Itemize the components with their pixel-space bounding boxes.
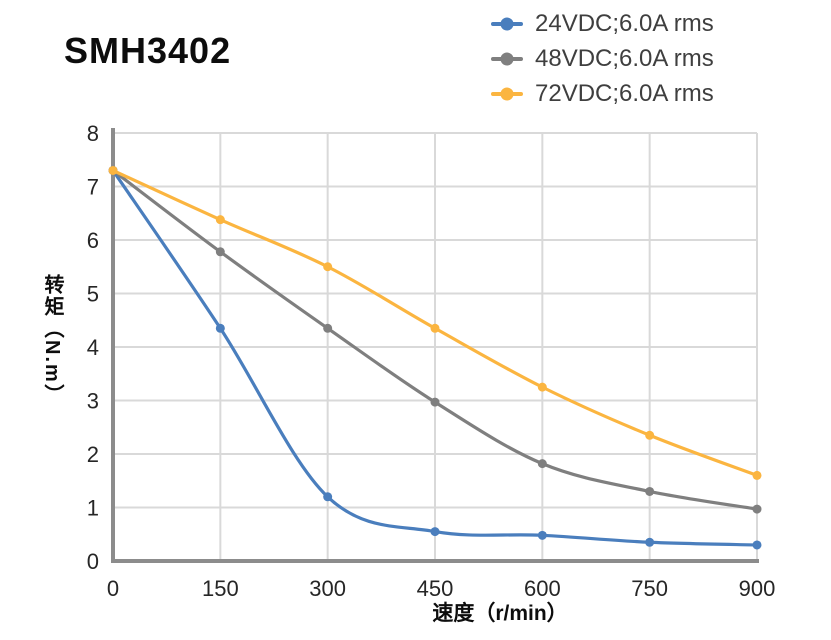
line-dot-marker-icon — [491, 51, 523, 67]
y-tick-label: 7 — [87, 175, 99, 200]
legend-item-24vdc: 24VDC;6.0A rms — [491, 10, 714, 37]
data-point-marker — [537, 459, 547, 469]
legend-item-72vdc: 72VDC;6.0A rms — [491, 80, 714, 107]
x-tick-label: 150 — [202, 576, 239, 601]
legend-label: 48VDC;6.0A rms — [535, 45, 714, 72]
y-tick-label: 8 — [87, 121, 99, 146]
x-tick-label: 750 — [631, 576, 668, 601]
data-point-marker — [752, 540, 762, 550]
legend-label: 24VDC;6.0A rms — [535, 10, 714, 37]
data-point-marker — [752, 470, 762, 480]
x-tick-label: 300 — [309, 576, 346, 601]
x-tick-label: 900 — [739, 576, 776, 601]
data-point-marker — [537, 530, 547, 540]
data-point-marker — [215, 323, 225, 333]
line-dot-marker-icon — [491, 16, 523, 32]
x-tick-label: 0 — [107, 576, 119, 601]
y-tick-label: 0 — [87, 549, 99, 574]
data-point-marker — [215, 247, 225, 257]
y-tick-label: 1 — [87, 496, 99, 521]
legend-label: 72VDC;6.0A rms — [535, 80, 714, 107]
y-tick-label: 4 — [87, 335, 99, 360]
y-tick-label: 6 — [87, 228, 99, 253]
data-point-marker — [323, 323, 333, 333]
x-tick-label: 450 — [417, 576, 454, 601]
y-axis-label: 转矩（N.m） — [41, 274, 63, 406]
data-point-marker — [645, 486, 655, 496]
legend: 24VDC;6.0A rms 48VDC;6.0A rms 72VDC;6.0A… — [491, 10, 714, 107]
data-point-marker — [645, 537, 655, 547]
data-point-marker — [430, 323, 440, 333]
data-point-marker — [108, 165, 118, 175]
legend-item-48vdc: 48VDC;6.0A rms — [491, 45, 714, 72]
y-tick-label: 3 — [87, 389, 99, 414]
data-point-marker — [323, 492, 333, 502]
x-tick-label: 600 — [524, 576, 561, 601]
x-axis-label: 速度（r/min） — [432, 602, 568, 625]
data-point-marker — [430, 397, 440, 407]
data-point-marker — [752, 504, 762, 514]
line-dot-marker-icon — [491, 86, 523, 102]
y-tick-label: 5 — [87, 282, 99, 307]
y-tick-label: 2 — [87, 442, 99, 467]
data-point-marker — [645, 430, 655, 440]
data-point-marker — [323, 262, 333, 272]
chart-title: SMH3402 — [64, 30, 232, 71]
data-point-marker — [430, 527, 440, 537]
data-point-marker — [215, 215, 225, 225]
data-point-marker — [537, 382, 547, 392]
